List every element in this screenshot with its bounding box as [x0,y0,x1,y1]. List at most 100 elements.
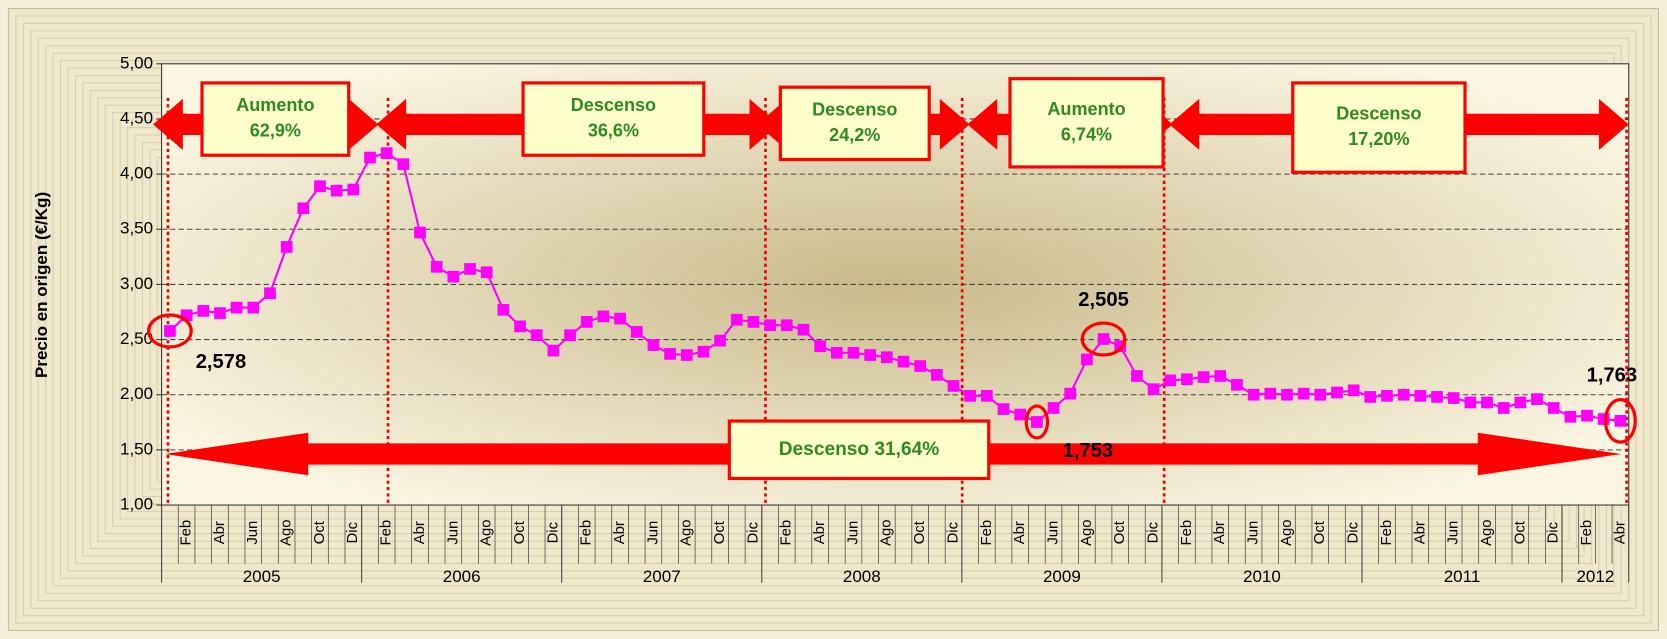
data-point [614,312,626,325]
annotation-box [521,81,706,157]
data-point [864,349,877,361]
data-point [1097,333,1110,345]
data-point [1297,387,1310,400]
data-point [1464,396,1477,409]
data-point [830,346,843,359]
annotation-box [200,81,351,157]
data-point [1014,408,1027,421]
x-tick-label: Ago [679,519,695,545]
data-point [930,369,943,381]
x-tick-label: Dic [945,521,961,543]
data-label: 1,763 [1587,365,1638,387]
data-point [1047,402,1060,414]
data-point [730,313,743,326]
data-point [1231,378,1243,391]
annotation-text: 62,9% [250,121,301,141]
y-tick-label: 5,00 [120,53,153,72]
x-tick-label: Abr [412,521,428,544]
x-tick-label: Abr [1412,521,1428,544]
data-point [1081,353,1093,366]
x-tick-label: Jun [1246,521,1262,545]
y-tick-label: 1,00 [120,495,153,514]
data-point [981,389,993,402]
annotation-text: Descenso [812,99,897,119]
y-tick-label: 1,50 [120,439,153,458]
data-label: 2,578 [196,351,247,373]
pattern-ring [22,22,1645,617]
data-point [480,266,493,279]
data-point [897,355,910,368]
data-line [169,151,1621,424]
data-point [847,346,860,359]
data-point [1381,389,1393,402]
data-point [1164,374,1177,387]
year-label: 2011 [1444,567,1481,586]
x-tick-label: Ago [1079,519,1095,545]
x-tick-label: Abr [1612,521,1628,544]
data-point [1497,402,1510,414]
x-tick-label: Oct [912,520,928,544]
data-point [647,339,660,351]
data-point [1181,373,1193,386]
x-tick-label: Feb [1179,520,1195,546]
data-label: 2,505 [1078,289,1129,311]
annotation-text: 6,74% [1061,124,1112,144]
data-point [414,226,426,239]
data-point [497,303,510,316]
y-tick-label: 4,00 [120,164,153,183]
year-label: 2012 [1576,567,1614,586]
data-point [247,301,260,314]
data-point [1214,370,1227,382]
data-point [797,323,810,336]
data-point [1564,410,1577,423]
year-label: 2007 [643,567,681,586]
x-tick-label: Dic [1346,521,1362,543]
x-tick-label: Ago [279,519,295,545]
data-point [380,147,393,159]
x-tick-label: Jun [845,521,861,545]
y-tick-label: 3,00 [120,274,153,293]
data-point [1147,383,1160,396]
data-point [164,325,176,337]
data-point [997,403,1010,415]
y-tick-label: 2,50 [120,329,153,348]
data-point [580,316,593,328]
annotation-text: Descenso 31,64% [779,439,940,460]
data-point [547,344,560,357]
pattern-ring [7,7,1660,632]
x-tick-label: Ago [1279,519,1295,545]
annotation-text: 24,2% [829,125,880,145]
data-point [447,270,460,283]
x-tick-label: Dic [1546,521,1562,543]
data-point [1264,387,1277,400]
x-tick-label: Ago [479,519,495,545]
x-tick-label: Oct [1112,520,1128,544]
x-tick-label: Feb [379,520,395,546]
annotation-text: Descenso [571,95,656,115]
x-tick-label: Abr [1012,521,1028,544]
data-point [330,184,343,197]
y-tick-label: 2,00 [120,384,153,403]
x-tick-label: Ago [879,519,895,545]
x-tick-label: Dic [345,521,361,543]
x-tick-label: Feb [1379,520,1395,546]
x-tick-label: Dic [545,521,561,543]
data-point [1481,396,1493,409]
x-tick-label: Abr [812,521,828,544]
data-point [747,316,760,328]
x-tick-label: Jun [445,521,461,545]
y-tick-label: 3,50 [120,219,153,238]
highlight-circle [147,313,193,349]
x-tick-label: Feb [779,520,795,546]
data-label: 1,753 [1063,440,1114,462]
x-tick-label: Jun [645,521,661,545]
data-point [814,340,826,353]
data-point [230,301,243,314]
data-point [1597,413,1610,425]
x-tick-label: Oct [512,520,528,544]
x-tick-label: Abr [1212,521,1228,544]
data-point [880,351,893,364]
data-point [1197,371,1210,383]
